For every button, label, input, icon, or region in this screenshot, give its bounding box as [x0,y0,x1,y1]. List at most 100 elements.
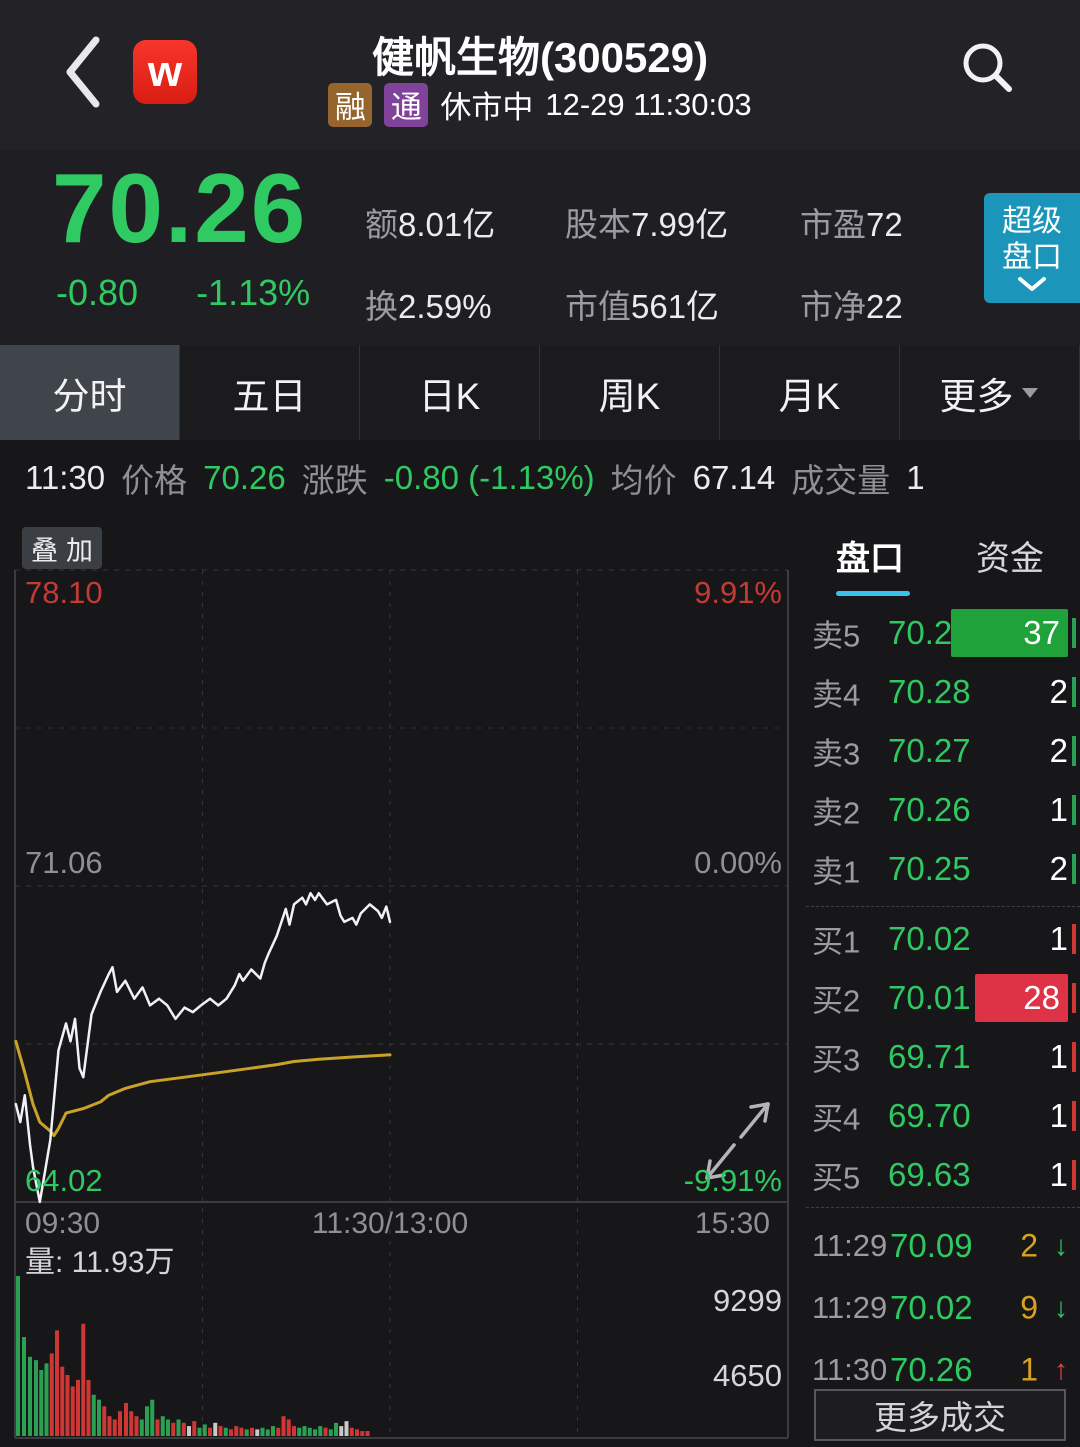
panel-tab-underline [836,591,910,596]
trade-price: 70.26 [890,1351,973,1388]
search-button[interactable] [958,38,1016,101]
level-depth-bar [1072,1159,1076,1190]
level-price: 69.70 [888,1096,971,1134]
expand-chart-icon[interactable] [705,1102,770,1180]
super-orderbook-button[interactable]: 超级盘口 [984,193,1080,303]
bid-levels: 买1 70.02 1 买2 70.01 28 买3 69.71 1 买4 69.70 1 买5 69.63… [800,909,1080,1204]
time-close: 15:30 [694,1207,770,1240]
back-button[interactable] [60,34,106,115]
y-mid-label: 71.06 [25,845,103,880]
price-change-pct: -1.13% [196,272,311,313]
trade-time: 11:30 [812,1352,888,1387]
level-depth-bar [1072,794,1076,825]
tab-label: 五日 [232,375,307,417]
level-label: 卖1 [812,854,861,889]
ticker-vol: 1 [906,458,925,496]
stat-cell: 市值561亿 [565,280,800,328]
stat-value: 72 [866,206,903,243]
level-price: 70.01 [888,978,971,1016]
stat-cell: 市盈72 [800,198,950,246]
bid-row[interactable]: 买4 69.70 1 [800,1086,1080,1145]
stat-label: 换 [365,288,398,325]
level-qty: 1 [1049,1096,1068,1134]
bid-row[interactable]: 买3 69.71 1 [800,1027,1080,1086]
bid-row[interactable]: 买2 70.01 28 [800,968,1080,1027]
ticker-price-label: 价格 [121,461,188,499]
period-tabbar: 分时 五日 日K 周K 月K 更多 [0,345,1080,440]
ask-row[interactable]: 卖5 70.29 37 [800,603,1080,662]
tab-minute[interactable]: 分时 [0,345,180,440]
stat-value: 2.59% [398,288,492,325]
super-orderbook-label: 超级盘口 [1002,205,1062,274]
level-label: 买2 [812,983,861,1018]
tab-dayk[interactable]: 日K [360,345,540,440]
tab-orderbook[interactable]: 盘口 [836,540,904,578]
stat-cell: 额8.01亿 [365,198,565,246]
more-trades-button[interactable]: 更多成交 [814,1389,1066,1441]
level-label: 卖5 [812,618,861,653]
ask-levels: 卖5 70.29 37 卖4 70.28 2 卖3 70.27 2 卖2 70.26 1 卖1 70.25… [800,603,1080,898]
chevron-down-icon [1018,277,1046,291]
pct-mid-label: 0.00% [694,845,782,880]
trade-price: 70.09 [890,1227,973,1264]
tab-monthk[interactable]: 月K [720,345,900,440]
level-depth-bar [1072,735,1076,766]
tab-label: 周K [598,375,661,417]
intraday-chart-area[interactable]: 叠加 78.10 9.91% 71.06 0.00% 64.02 -9.91% … [0,515,800,1447]
trade-qty: 9 [1020,1289,1038,1326]
ask-row[interactable]: 卖3 70.27 2 [800,721,1080,780]
ask-row[interactable]: 卖4 70.28 2 [800,662,1080,721]
bid-row[interactable]: 买1 70.02 1 [800,909,1080,968]
level-price: 70.02 [888,919,971,957]
tab-more[interactable]: 更多 [900,345,1080,440]
ask-row[interactable]: 卖2 70.26 1 [800,780,1080,839]
level-qty: 2 [1049,731,1068,769]
ticker-line: 11:30 价格 70.26 涨跌 -0.80 (-1.13%) 均价 67.1… [0,440,1080,515]
trade-time: 11:29 [812,1228,888,1263]
level-qty: 2 [1049,672,1068,710]
level-label: 买4 [812,1101,861,1136]
panel-tabs: 盘口 资金 [800,531,1080,590]
tab-weekk[interactable]: 周K [540,345,720,440]
ticker-avg-label: 均价 [610,461,677,499]
level-qty: 37 [951,608,1068,657]
chevron-down-icon [1021,387,1038,398]
stat-value: 561亿 [631,288,720,325]
header-subrow: 融通 休市中 12-29 11:30:03 [0,82,1080,127]
ticker-change-label: 涨跌 [301,461,368,499]
back-chevron-icon [66,36,100,108]
time-mid: 11:30/13:00 [311,1207,469,1240]
pct-high-label: 9.91% [694,575,782,610]
overlay-button[interactable]: 叠加 [22,527,102,569]
arrow-down-icon: ↓ [1054,1230,1068,1261]
ask-row[interactable]: 卖1 70.25 2 [800,839,1080,898]
level-price: 70.28 [888,672,971,710]
timeline-chart[interactable] [0,515,800,1447]
ticker-change: -0.80 (-1.13%) [383,458,595,496]
arrow-down-icon: ↓ [1054,1292,1068,1323]
trade-row: 11:30 70.26 1 ↑ [800,1339,1080,1401]
quote-datetime: 12-29 11:30:03 [545,86,752,122]
trade-time: 11:29 [812,1290,888,1325]
level-qty: 1 [1049,919,1068,957]
level-depth-bar [1072,853,1076,884]
stat-label: 市净 [800,288,866,325]
level-qty: 1 [1049,1155,1068,1193]
level-price: 70.26 [888,790,971,828]
trade-qty: 2 [1020,1227,1038,1264]
wind-app-icon[interactable]: w [133,40,197,104]
margin-tag: 通 [384,82,429,127]
tab-funds[interactable]: 资金 [976,540,1044,578]
level-depth-bar [1072,1100,1076,1131]
level-price: 69.63 [888,1155,971,1193]
recent-trades: 11:29 70.09 2 ↓ 11:29 70.02 9 ↓ 11:30 70.26 1 ↑ [800,1215,1080,1401]
stat-value: 7.99亿 [631,206,729,243]
bid-row[interactable]: 买5 69.63 1 [800,1145,1080,1204]
tab-fiveday[interactable]: 五日 [180,345,360,440]
orderbook-panel: 盘口 资金 卖5 70.29 37 卖4 70.28 2 卖3 70.27 2 卖2 70.26 1 卖… [800,515,1080,1447]
stat-cell: 换2.59% [365,280,565,328]
market-status: 休市中 [440,90,534,125]
level-depth-bar [1072,617,1076,648]
trade-row: 11:29 70.02 9 ↓ [800,1277,1080,1339]
level-depth-bar [1072,982,1076,1013]
